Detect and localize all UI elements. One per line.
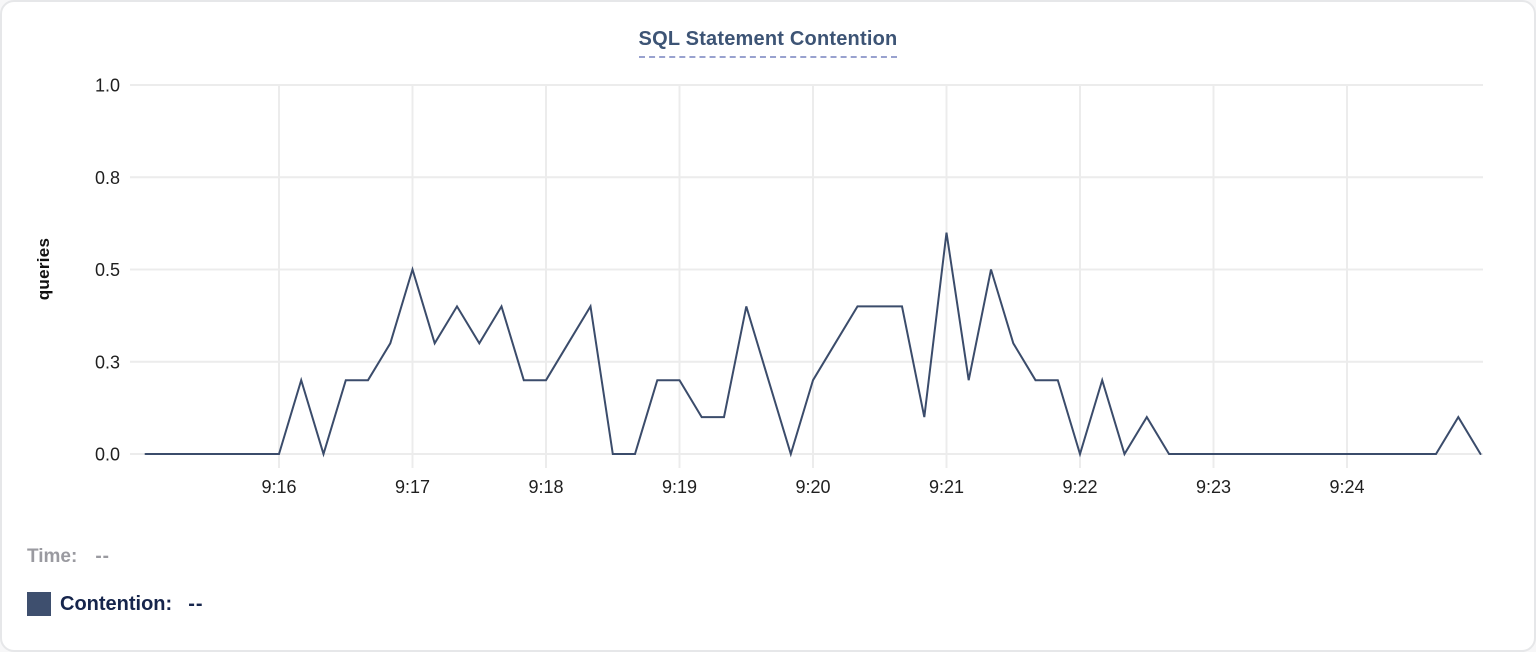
y-tick-label: 1.0 [95,76,120,96]
y-axis-title: queries [34,238,53,301]
legend-contention-value: -- [188,592,204,615]
y-tick-label: 0.8 [95,168,120,188]
chart-canvas[interactable]: 1.0 0.8 0.5 0.3 0.0 9:16 9:17 9:18 9:19 9:20 9:21 9… [2,2,1536,532]
legend-time-label: Time: [27,546,78,567]
chart-header: SQL Statement Contention [2,28,1534,58]
chart-title[interactable]: SQL Statement Contention [638,28,898,58]
contention-color-swatch [27,592,51,616]
legend-contention-row: Contention: -- [27,591,204,617]
y-tick-label: 0.0 [95,445,120,465]
chart-legend: Time: -- Contention: -- [27,545,204,617]
x-tick-label: 9:21 [929,477,964,497]
x-tick-label: 9:19 [662,477,697,497]
legend-contention-label: Contention: [60,592,173,615]
legend-time-row: Time: -- [27,545,204,569]
contention-line [144,232,1482,458]
y-tick-label: 0.5 [95,260,120,280]
y-tick-label: 0.3 [95,352,120,372]
x-tick-label: 9:22 [1062,477,1097,497]
x-tick-label: 9:17 [395,477,430,497]
x-tick-label: 9:18 [528,477,563,497]
legend-time-value: -- [95,546,110,567]
x-tick-label: 9:16 [261,477,296,497]
x-tick-label: 9:23 [1196,477,1231,497]
x-tick-label: 9:20 [795,477,830,497]
x-tick-label: 9:24 [1329,477,1364,497]
